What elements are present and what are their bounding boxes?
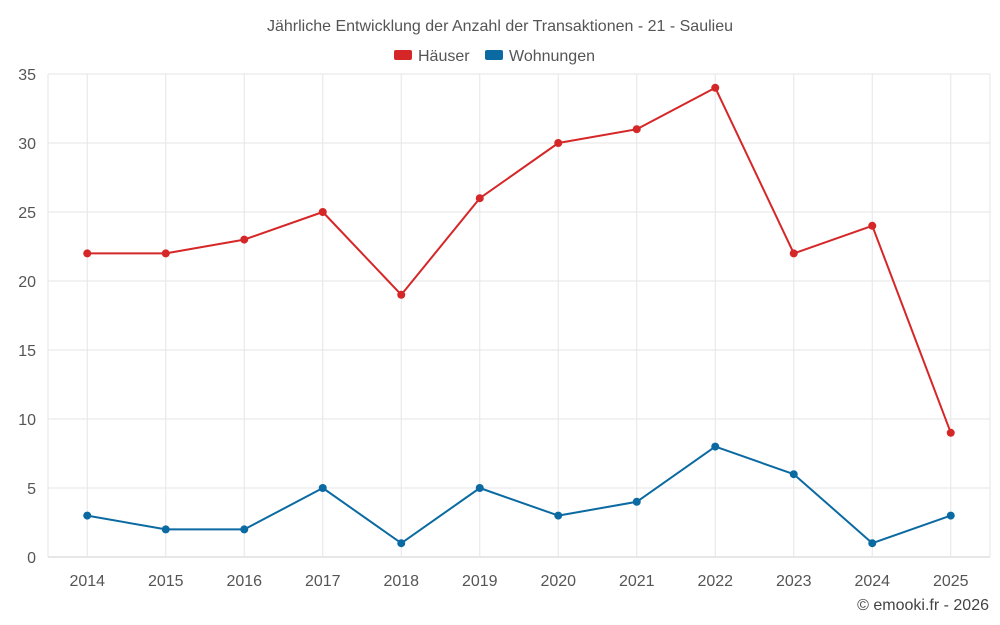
- data-point-wohnungen[interactable]: Wohnungen 2015: 2: [161, 525, 170, 534]
- x-tick-label: 2025: [933, 573, 969, 590]
- x-tick-label: 2015: [148, 573, 184, 590]
- legend-swatch-wohnungen: [485, 50, 503, 60]
- series-line-wohnungen: [87, 445, 952, 545]
- chart-title: Jährliche Entwicklung der Anzahl der Tra…: [267, 18, 733, 35]
- x-tick-label: 2014: [69, 573, 105, 590]
- x-tick-label: 2019: [462, 573, 498, 590]
- x-tick-label: 2020: [540, 573, 576, 590]
- y-tick-label: 10: [18, 412, 36, 429]
- x-tick-label: 2024: [854, 573, 890, 590]
- legend-label-hauser[interactable]: Häuser: [418, 48, 470, 65]
- series: Häuser 2014: 22 Häuser 2015: 22 Häuser 201…: [83, 83, 955, 548]
- x-tick-label: 2022: [697, 573, 733, 590]
- y-tick-label: 30: [18, 136, 36, 153]
- y-tick-label: 0: [27, 550, 36, 567]
- data-point-hauser[interactable]: Häuser 2017: 25: [318, 208, 327, 216]
- data-point-hauser[interactable]: Häuser 2023: 22: [789, 249, 798, 258]
- y-tick-label: 35: [18, 67, 36, 84]
- x-tick-label: 2023: [776, 573, 812, 590]
- data-point-hauser[interactable]: Häuser 2015: 22: [161, 249, 170, 258]
- legend: Häuser Wohnungen: [394, 48, 595, 65]
- data-point-wohnungen[interactable]: Wohnungen 2020: 3: [554, 511, 563, 520]
- x-tick-label: 2017: [305, 573, 341, 590]
- series-hauser: Häuser 2014: 22 Häuser 2015: 22 Häuser 201…: [83, 83, 955, 437]
- legend-swatch-hauser: [394, 50, 412, 60]
- credit-text: © emooki.fr - 2026: [857, 597, 989, 614]
- y-tick-label: 5: [27, 481, 36, 498]
- y-tick-label: 20: [18, 274, 36, 291]
- data-point-wohnungen[interactable]: Wohnungen 2023: 6: [789, 470, 798, 479]
- x-tick-label: 2021: [619, 573, 655, 590]
- data-point-hauser[interactable]: Häuser 2024: 24: [868, 221, 877, 230]
- data-point-wohnungen[interactable]: Wohnungen 2016: 2: [240, 525, 249, 534]
- data-point-wohnungen[interactable]: Wohnungen 2018: 1: [397, 539, 406, 548]
- x-tick-label: 2016: [226, 573, 262, 590]
- data-point-hauser[interactable]: Häuser 2025: 9: [946, 428, 955, 437]
- data-point-hauser[interactable]: Häuser 2018: 19: [397, 290, 406, 299]
- data-point-wohnungen[interactable]: Wohnungen 2021: 4: [632, 497, 641, 506]
- data-point-wohnungen[interactable]: Wohnungen 2019: 5: [475, 484, 484, 492]
- data-point-wohnungen[interactable]: Wohnungen 2022: 8: [711, 442, 720, 451]
- data-point-hauser[interactable]: Häuser 2016: 23: [240, 235, 249, 244]
- series-line-hauser: [87, 86, 952, 434]
- y-tick-label: 15: [18, 343, 36, 360]
- data-point-wohnungen[interactable]: Wohnungen 2017: 5: [318, 484, 327, 492]
- legend-label-wohnungen[interactable]: Wohnungen: [509, 48, 595, 65]
- data-point-hauser[interactable]: Häuser 2014: 22: [83, 249, 92, 258]
- data-point-hauser[interactable]: Häuser 2021: 31: [632, 125, 641, 134]
- x-tick-label: 2018: [383, 573, 419, 590]
- x-axis-ticks: 2014 2015 2016 2017 2018 2019 2020 2021 2022 2023…: [69, 573, 968, 590]
- series-wohnungen: Wohnungen 2014: 3 Wohnungen 2015: 2 Wohnun…: [83, 442, 955, 548]
- y-tick-label: 25: [18, 205, 36, 222]
- data-point-hauser[interactable]: Häuser 2020: 30: [554, 139, 563, 147]
- y-axis-ticks: 0 5 10 15 20 25 30 35: [18, 67, 36, 567]
- grid: [47, 73, 991, 558]
- data-point-wohnungen[interactable]: Wohnungen 2024: 1: [868, 539, 877, 548]
- data-point-hauser[interactable]: Häuser 2022: 34: [711, 83, 720, 92]
- data-point-wohnungen[interactable]: Wohnungen 2025: 3: [946, 511, 955, 520]
- data-point-wohnungen[interactable]: Wohnungen 2014: 3: [83, 511, 92, 520]
- data-point-hauser[interactable]: Häuser 2019: 26: [475, 194, 484, 203]
